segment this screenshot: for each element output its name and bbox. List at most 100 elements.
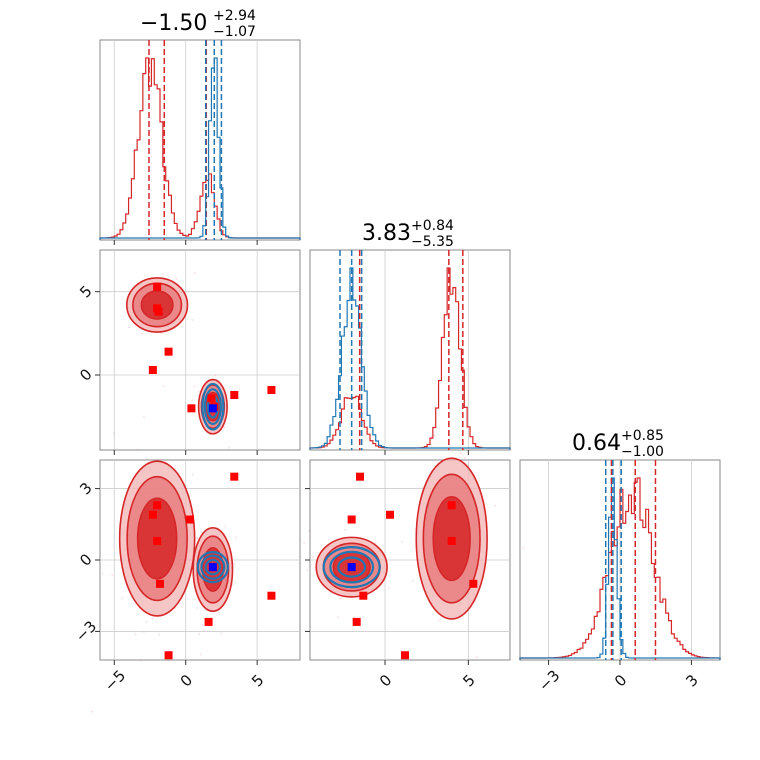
x-tick-label: 5 xyxy=(459,671,478,690)
red-marker xyxy=(267,386,276,394)
panel-frame xyxy=(309,249,511,451)
x-tick-label: 5 xyxy=(248,671,267,690)
blue-contour xyxy=(196,551,229,584)
sample-point xyxy=(303,542,306,545)
red-marker xyxy=(148,366,157,374)
sample-point xyxy=(374,542,377,545)
sample-point xyxy=(430,435,433,438)
red-marker xyxy=(186,515,194,524)
sample-point xyxy=(193,385,196,388)
sample-point xyxy=(201,623,204,626)
y-tick-label: 0 xyxy=(76,550,95,569)
sample-point xyxy=(121,597,123,600)
sample-point xyxy=(127,326,130,329)
panel-title-p2: 0.64 xyxy=(572,431,621,456)
sample-point xyxy=(433,434,436,437)
red-marker xyxy=(207,394,216,403)
title-minus-error: −1.00 xyxy=(621,444,664,460)
sample-point xyxy=(199,653,202,656)
sample-point xyxy=(464,456,466,459)
sample-point xyxy=(112,432,115,435)
panel-frame xyxy=(99,249,301,451)
sample-point xyxy=(475,656,478,659)
blue-contour xyxy=(201,382,225,431)
y-tick-label: −3 xyxy=(72,617,100,645)
x-tick-label: −3 xyxy=(535,667,563,695)
red-marker xyxy=(156,579,164,588)
sample-point xyxy=(223,426,226,429)
sample-point xyxy=(161,273,164,275)
sample-point xyxy=(160,332,163,335)
red-marker xyxy=(204,617,213,626)
sample-point xyxy=(522,546,525,549)
sample-point xyxy=(145,621,148,624)
blue-marker xyxy=(208,404,217,413)
blue-contour xyxy=(322,546,381,589)
sample-point xyxy=(234,536,237,539)
red-marker xyxy=(153,282,162,291)
red-marker xyxy=(164,347,173,356)
sample-point xyxy=(191,399,194,402)
sample-point xyxy=(136,448,139,451)
sample-point xyxy=(134,633,137,636)
panel-title-p0: −1.50 xyxy=(140,11,207,36)
red-marker xyxy=(469,579,478,588)
sample-point xyxy=(387,587,390,590)
sample-point xyxy=(175,277,178,280)
title-value: −1.50 xyxy=(140,11,207,36)
red-marker xyxy=(359,591,368,600)
panel-p1-vs-p0 xyxy=(99,249,301,451)
sample-point xyxy=(203,629,205,631)
sample-point xyxy=(438,619,441,622)
sample-point xyxy=(459,452,462,455)
title-minus-error: −5.35 xyxy=(411,234,454,250)
sample-point xyxy=(218,611,220,614)
sample-point xyxy=(220,632,222,635)
sample-point xyxy=(151,617,154,620)
red-marker xyxy=(347,515,356,524)
red-marker xyxy=(230,472,239,481)
panel-title-p1: 3.83 xyxy=(362,221,411,246)
sample-point xyxy=(91,710,94,713)
red-marker xyxy=(447,501,456,510)
panel-frame xyxy=(99,39,301,241)
y-tick-label: 3 xyxy=(76,479,95,498)
sample-point xyxy=(101,572,104,575)
blue-contour xyxy=(337,556,367,578)
red-histogram xyxy=(99,57,301,240)
sample-point xyxy=(143,416,145,419)
sample-point xyxy=(227,446,230,449)
red-marker xyxy=(386,510,394,519)
x-tick-label: −5 xyxy=(101,667,129,695)
red-marker xyxy=(153,501,162,510)
sample-point xyxy=(339,597,342,600)
red-marker xyxy=(153,536,162,545)
y-tick-label: 0 xyxy=(76,365,95,384)
red-marker xyxy=(154,307,163,316)
blue-histogram xyxy=(99,57,301,240)
blue-contour xyxy=(329,550,375,584)
panel-p2-marginal: 0.64 +0.85 −1.00 xyxy=(519,428,721,661)
sample-point xyxy=(344,528,346,531)
panel-p2-vs-p1 xyxy=(303,434,525,661)
panel-p2-vs-p0 xyxy=(91,385,301,713)
sample-point xyxy=(193,272,196,274)
red-marker xyxy=(148,510,157,519)
sample-point xyxy=(411,579,414,582)
blue-contour xyxy=(204,558,222,576)
blue-histogram xyxy=(519,477,721,660)
sample-point xyxy=(337,616,340,619)
red-marker xyxy=(352,617,361,626)
panel-p1-marginal: 3.83 +0.84 −5.35 xyxy=(309,218,511,451)
title-value: 3.83 xyxy=(362,221,411,246)
sample-point xyxy=(196,607,199,609)
sample-point xyxy=(197,390,200,393)
red-marker xyxy=(230,391,239,399)
sample-point xyxy=(191,319,194,321)
sample-point xyxy=(198,633,201,636)
x-tick-label: 0 xyxy=(376,671,395,690)
panel-p0-marginal: −1.50 +2.94 −1.07 xyxy=(99,8,301,241)
sample-point xyxy=(308,530,310,532)
sample-point xyxy=(224,525,227,528)
